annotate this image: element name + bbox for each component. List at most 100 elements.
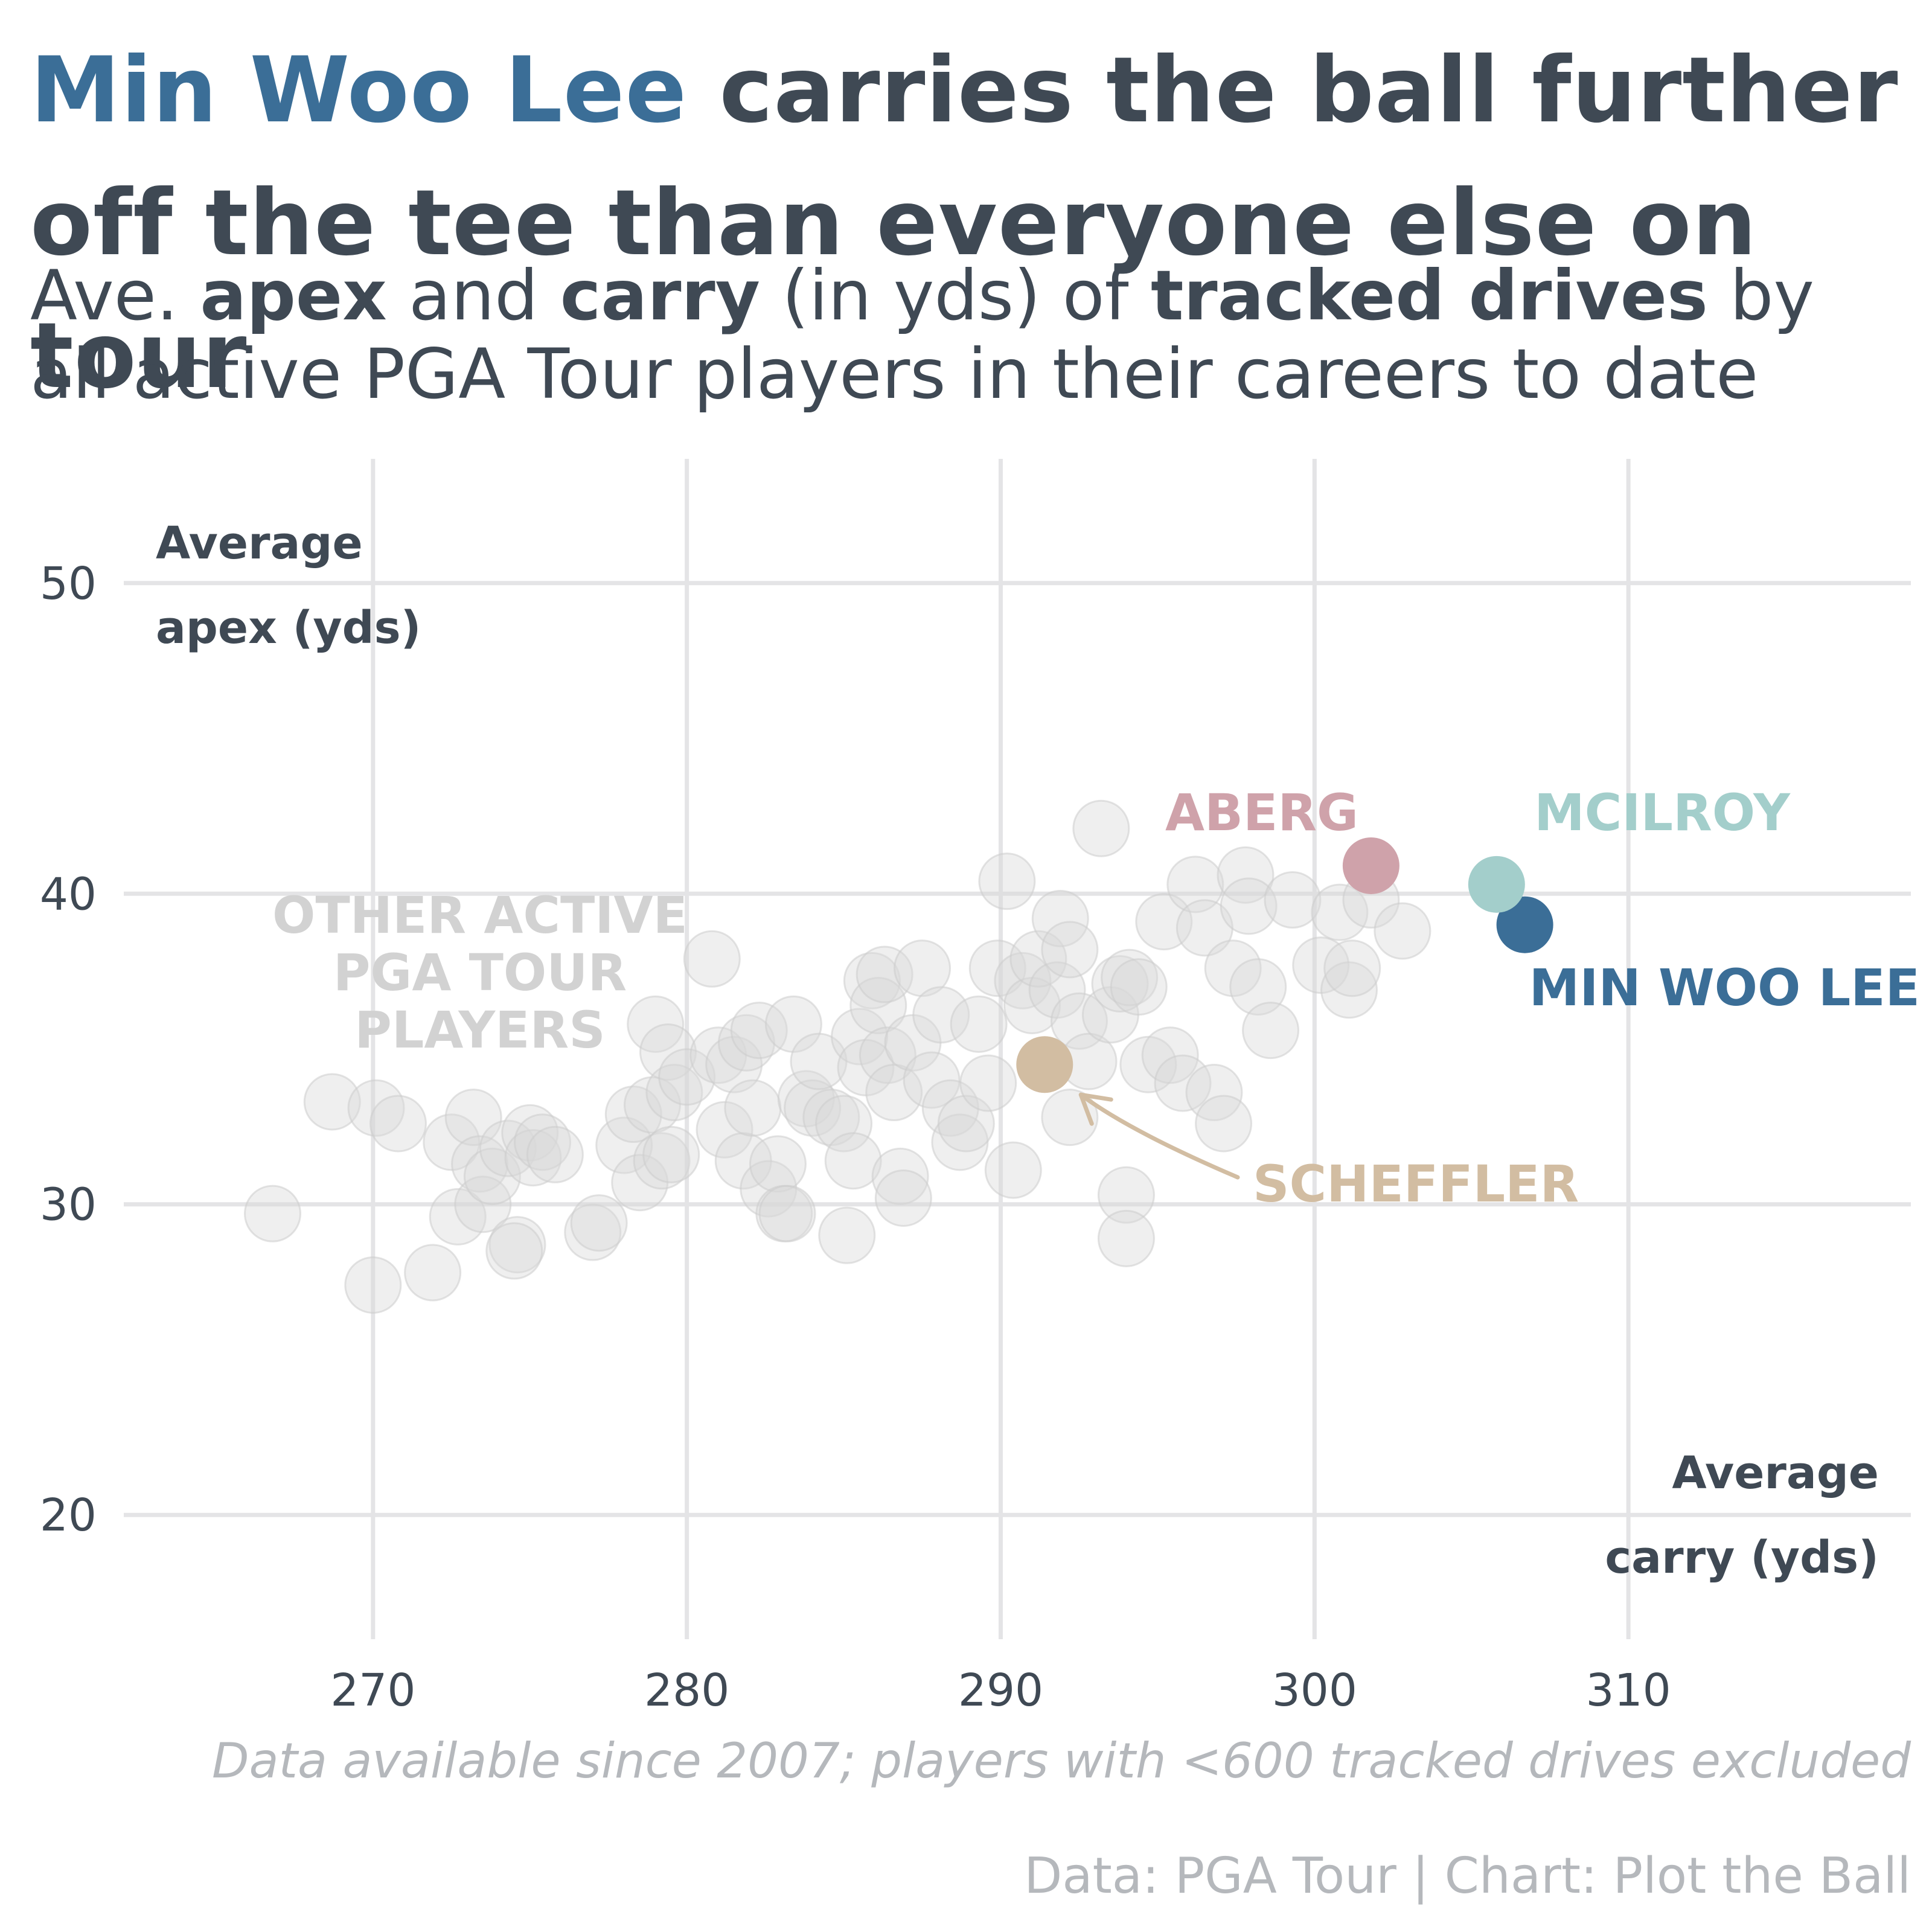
others-label: PLAYERS: [354, 1000, 605, 1060]
other-player-point: [1141, 1026, 1199, 1084]
other-player-point: [1097, 1166, 1155, 1224]
other-player-point: [595, 1116, 653, 1174]
highlight-label: MCILROY: [1534, 783, 1791, 842]
subtitle-part: by all active PGA Tour players in their …: [30, 255, 1814, 414]
highlight-label: MIN WOO LEE: [1529, 958, 1920, 1017]
other-player-point: [1264, 871, 1322, 929]
y-tick-label: 40: [40, 868, 97, 920]
other-player-point: [984, 1141, 1042, 1199]
title-rest: carries the ball further off the tee tha…: [30, 38, 1899, 409]
other-player-point: [903, 1051, 961, 1109]
x-tick-label: 270: [330, 1665, 415, 1716]
highlight-label: SCHEFFLER: [1253, 1154, 1579, 1214]
other-player-point: [570, 1194, 628, 1252]
other-player-point: [526, 1125, 584, 1183]
subtitle-part: Ave.: [30, 255, 200, 336]
x-axis-title: carry (yds): [1605, 1532, 1879, 1584]
scheffler-arrow: [1078, 1092, 1240, 1180]
other-player-point: [894, 939, 952, 997]
other-player-point: [1185, 1064, 1243, 1122]
subtitle-bold: apex: [200, 255, 387, 336]
y-tick-label: 20: [40, 1489, 97, 1541]
other-player-point: [1154, 1054, 1212, 1112]
other-player-point: [504, 1129, 562, 1187]
subtitle-bold: tracked drives: [1150, 255, 1708, 336]
other-player-point: [1097, 1209, 1155, 1267]
highlight-point: [1496, 896, 1553, 953]
y-tick-label: 30: [40, 1179, 97, 1231]
other-player-point: [871, 1147, 929, 1205]
other-player-point: [514, 1113, 572, 1171]
x-tick-label: 280: [644, 1665, 729, 1716]
highlight-point: [1468, 856, 1525, 913]
y-axis-title: Average: [156, 517, 363, 569]
other-player-point: [1242, 1002, 1300, 1060]
other-player-point: [1220, 877, 1278, 935]
other-player-point: [950, 995, 1008, 1053]
other-player-point: [627, 995, 685, 1053]
other-player-point: [423, 1113, 481, 1171]
other-player-point: [749, 1135, 807, 1193]
other-player-point: [959, 1054, 1017, 1112]
other-player-point: [815, 1095, 873, 1153]
other-player-point: [444, 1089, 502, 1147]
other-player-point: [730, 1002, 788, 1060]
other-player-point: [865, 1064, 923, 1122]
other-player-point: [501, 1104, 559, 1162]
other-player-point: [1204, 939, 1262, 997]
other-player-point: [1195, 1095, 1253, 1153]
other-player-point: [856, 945, 913, 1003]
other-player-point: [485, 1222, 543, 1280]
x-axis-title: Average: [1672, 1447, 1879, 1499]
other-player-point: [564, 1203, 622, 1261]
x-tick-label: 310: [1586, 1665, 1671, 1716]
other-player-point: [764, 995, 822, 1053]
subtitle-bold: carry: [560, 255, 760, 336]
subtitle-part: (in yds) of: [760, 255, 1151, 336]
other-player-point: [818, 1206, 876, 1264]
other-player-point: [824, 1132, 882, 1190]
x-tick-label: 300: [1272, 1665, 1357, 1716]
other-player-point: [1323, 939, 1381, 997]
other-player-point: [1374, 902, 1431, 960]
other-player-point: [758, 1185, 816, 1243]
y-axis-title: apex (yds): [156, 602, 421, 654]
other-player-point: [777, 1070, 835, 1128]
other-player-point: [1110, 958, 1168, 1016]
other-player-point: [921, 1079, 979, 1137]
other-player-point: [724, 1079, 782, 1137]
highlight-point: [1342, 837, 1399, 894]
other-player-point: [633, 1132, 691, 1190]
other-player-point: [831, 1008, 889, 1066]
other-player-point: [369, 1095, 427, 1153]
other-player-point: [912, 986, 970, 1044]
chart-title: Min Woo Lee carries the ball further off…: [30, 24, 1914, 423]
other-player-point: [244, 1185, 301, 1243]
chart-caption: Data available since 2007; players with …: [212, 1733, 1911, 1789]
other-player-point: [1031, 889, 1089, 947]
title-highlight: Min Woo Lee: [30, 38, 688, 143]
other-player-point: [1050, 992, 1108, 1050]
chart-subtitle: Ave. apex and carry (in yds) of tracked …: [30, 257, 1914, 414]
other-player-point: [1101, 948, 1159, 1006]
other-player-point: [849, 976, 907, 1034]
other-player-point: [1091, 955, 1149, 1012]
other-player-point: [1229, 958, 1287, 1016]
other-player-point: [994, 952, 1052, 1009]
highlight-point: [1016, 1036, 1073, 1093]
other-player-point: [784, 1079, 842, 1137]
other-player-point: [645, 1064, 703, 1122]
other-player-point: [1320, 961, 1378, 1019]
other-player-point: [1311, 883, 1369, 941]
other-player-point: [1217, 846, 1275, 904]
chart-source: Data: PGA Tour | Chart: Plot the Ball: [1024, 1847, 1911, 1905]
other-player-point: [696, 1101, 753, 1159]
others-label: OTHER ACTIVE: [272, 886, 688, 945]
other-player-point: [642, 1125, 700, 1183]
subtitle-part: and: [386, 255, 560, 336]
others-label: PGA TOUR: [333, 943, 627, 1002]
other-player-point: [1166, 856, 1224, 913]
y-tick-label: 50: [40, 558, 97, 610]
other-player-point: [717, 1014, 775, 1072]
